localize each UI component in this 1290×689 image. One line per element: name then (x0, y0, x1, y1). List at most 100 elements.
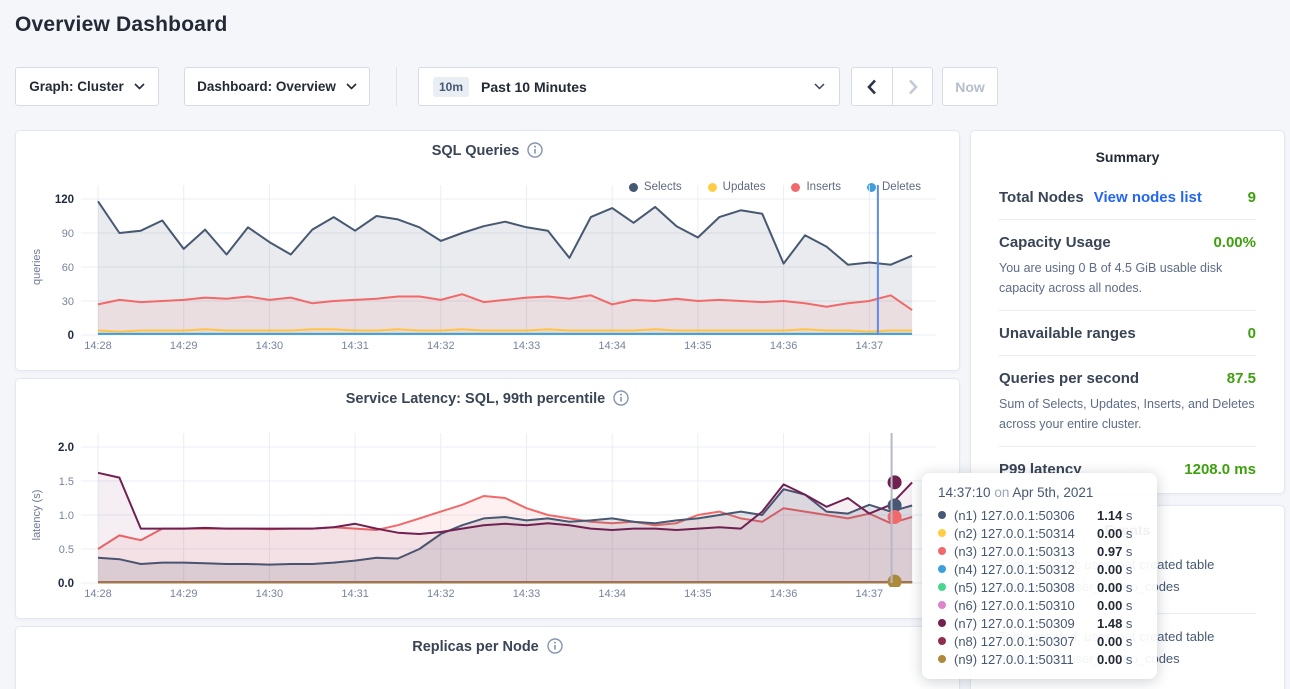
tooltip-node-label: (n1) 127.0.0.1:50306 (954, 508, 1075, 523)
tooltip-row: (n4) 127.0.0.1:503120.00 s (938, 560, 1143, 578)
page-title: Overview Dashboard (15, 13, 228, 37)
tooltip-node-unit: s (1122, 634, 1132, 649)
tooltip-node-value: 1.48 s (1097, 616, 1143, 631)
y-tick-label: 1.0 (59, 510, 74, 522)
x-tick-label: 14:31 (341, 588, 369, 600)
tooltip-node-label: (n8) 127.0.0.1:50307 (954, 634, 1075, 649)
x-tick-label: 14:37 (856, 340, 884, 352)
tooltip-time: 14:37:10 (938, 485, 991, 500)
x-tick-label: 14:30 (256, 340, 284, 352)
unavailable-ranges-value: 0 (1248, 325, 1256, 342)
p99-latency-value: 1208.0 ms (1184, 461, 1256, 478)
view-nodes-list-link[interactable]: View nodes list (1094, 189, 1202, 206)
sql-queries-chart-card: SQL Queries SelectsUpdatesInsertsDeletes… (15, 130, 960, 371)
service-latency-chart-card: Service Latency: SQL, 99th percentile 14… (15, 378, 960, 619)
summary-panel: Summary Total Nodes View nodes list 9 Ca… (970, 130, 1285, 494)
time-next-button[interactable] (892, 68, 932, 105)
x-tick-label: 14:36 (770, 340, 798, 352)
x-tick-label: 14:35 (684, 588, 712, 600)
tooltip-node-label: (n5) 127.0.0.1:50308 (954, 580, 1075, 595)
tooltip-conjunction: on (994, 485, 1009, 500)
tooltip-node-value: 0.00 s (1097, 598, 1143, 613)
overview-dashboard-page: Overview Dashboard Graph: Cluster Dashbo… (0, 0, 1290, 689)
time-range-selector[interactable]: 10m Past 10 Minutes (418, 67, 840, 106)
series-color-dot-icon (938, 565, 946, 573)
series-color-dot-icon (938, 583, 946, 591)
tooltip-node-unit: s (1122, 526, 1132, 541)
x-tick-label: 14:36 (770, 588, 798, 600)
tooltip-node-unit: s (1122, 508, 1132, 523)
x-tick-label: 14:35 (684, 340, 712, 352)
tooltip-node-label: (n9) 127.0.0.1:50311 (954, 652, 1074, 667)
tooltip-node-value: 0.00 s (1097, 526, 1143, 541)
tooltip-node-unit: s (1122, 616, 1132, 631)
tooltip-node-unit: s (1122, 598, 1132, 613)
hover-marker (888, 510, 902, 524)
tooltip-row: (n8) 127.0.0.1:50307 0.00 s (938, 632, 1143, 650)
x-tick-label: 14:32 (427, 340, 455, 352)
tooltip-node-label: (n2) 127.0.0.1:50314 (954, 526, 1075, 541)
y-tick-label: 1.5 (59, 476, 74, 488)
time-range-label: Past 10 Minutes (481, 79, 802, 95)
service-latency-plot[interactable]: 14:2814:2914:3014:3114:3214:3314:3414:35… (16, 379, 961, 620)
x-tick-label: 14:28 (84, 340, 112, 352)
chevron-left-icon (867, 79, 877, 95)
tooltip-node-unit: s (1122, 562, 1132, 577)
tooltip-node-value: 0.00 s (1097, 562, 1143, 577)
tooltip-node-value: 0.00 s (1097, 652, 1143, 667)
hover-marker (888, 475, 902, 489)
tooltip-node-value: 0.00 s (1097, 634, 1143, 649)
tooltip-row: (n7) 127.0.0.1:50309 1.48 s (938, 614, 1143, 632)
y-tick-label: 30 (62, 296, 74, 308)
graph-selector-dropdown[interactable]: Graph: Cluster (15, 67, 159, 106)
y-tick-label: 120 (55, 194, 74, 206)
hover-marker (888, 575, 902, 589)
chevron-down-icon (134, 83, 145, 90)
tooltip-node-label: (n6) 127.0.0.1:50310 (954, 598, 1075, 613)
tooltip-row: (n9) 127.0.0.1:50311 0.00 s (938, 650, 1143, 668)
x-tick-label: 14:32 (427, 588, 455, 600)
sql-queries-plot[interactable]: 14:2814:2914:3014:3114:3214:3314:3414:35… (16, 131, 961, 372)
series-color-dot-icon (938, 547, 946, 555)
chevron-down-icon (346, 83, 357, 90)
x-tick-label: 14:28 (84, 588, 112, 600)
y-tick-label: 0.0 (58, 578, 74, 590)
time-step-buttons (851, 67, 933, 106)
series-color-dot-icon (938, 655, 946, 663)
total-nodes-label: Total Nodes (999, 189, 1084, 206)
capacity-label: Capacity Usage (999, 234, 1111, 251)
tooltip-date: Apr 5th, 2021 (1012, 485, 1093, 500)
summary-row-total-nodes: Total Nodes View nodes list 9 (999, 175, 1256, 219)
series-color-dot-icon (938, 601, 946, 609)
replicas-per-node-chart-card: Replicas per Node (15, 626, 960, 689)
summary-row-unavailable-ranges: Unavailable ranges 0 (999, 310, 1256, 355)
y-axis-label: queries (31, 248, 43, 285)
y-axis-label: latency (s) (31, 490, 43, 541)
x-tick-label: 14:30 (256, 588, 284, 600)
x-tick-label: 14:34 (598, 588, 626, 600)
chart-hover-tooltip: 14:37:10 on Apr 5th, 2021 (n1) 127.0.0.1… (922, 473, 1157, 679)
unavailable-ranges-label: Unavailable ranges (999, 325, 1136, 342)
tooltip-rows: (n1) 127.0.0.1:503061.14 s(n2) 127.0.0.1… (938, 506, 1143, 668)
tooltip-node-unit: s (1122, 544, 1132, 559)
tooltip-row: (n3) 127.0.0.1:50313 0.97 s (938, 542, 1143, 560)
now-button[interactable]: Now (942, 67, 998, 106)
tooltip-row: (n2) 127.0.0.1:50314 0.00 s (938, 524, 1143, 542)
tooltip-row: (n5) 127.0.0.1:50308 0.00 s (938, 578, 1143, 596)
y-tick-label: 90 (62, 228, 74, 240)
tooltip-node-label: (n3) 127.0.0.1:50313 (954, 544, 1075, 559)
time-prev-button[interactable] (852, 68, 892, 105)
tooltip-node-unit: s (1122, 580, 1132, 595)
x-tick-label: 14:33 (513, 588, 541, 600)
x-tick-label: 14:31 (341, 340, 369, 352)
tooltip-row: (n1) 127.0.0.1:50306 1.14 s (938, 506, 1143, 524)
capacity-description: You are using 0 B of 4.5 GiB usable disk… (999, 258, 1256, 310)
tooltip-node-value: 1.14 s (1097, 508, 1143, 523)
dashboard-selector-dropdown[interactable]: Dashboard: Overview (184, 67, 370, 106)
tooltip-timestamp: 14:37:10 on Apr 5th, 2021 (938, 485, 1143, 500)
tooltip-node-value: 0.97 s (1097, 544, 1143, 559)
y-tick-label: 60 (62, 262, 74, 274)
info-icon[interactable] (547, 638, 563, 659)
tooltip-node-label: (n7) 127.0.0.1:50309 (954, 616, 1075, 631)
tooltip-node-value: 0.00 s (1097, 580, 1143, 595)
